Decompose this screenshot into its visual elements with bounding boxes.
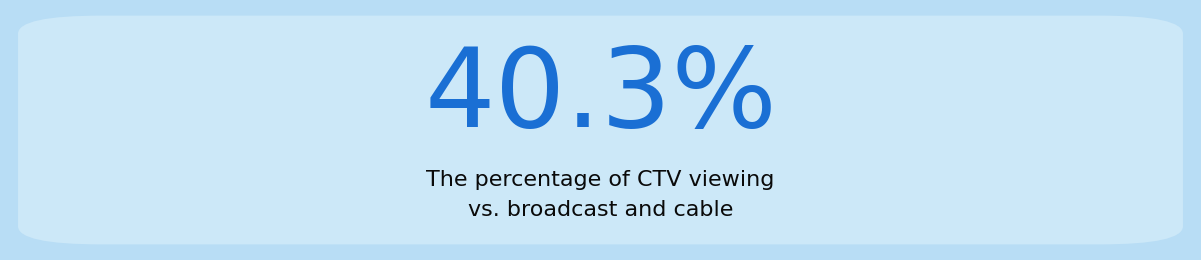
Text: The percentage of CTV viewing
vs. broadcast and cable: The percentage of CTV viewing vs. broadc… <box>426 170 775 220</box>
FancyBboxPatch shape <box>18 16 1183 244</box>
Text: 40.3%: 40.3% <box>424 43 777 150</box>
